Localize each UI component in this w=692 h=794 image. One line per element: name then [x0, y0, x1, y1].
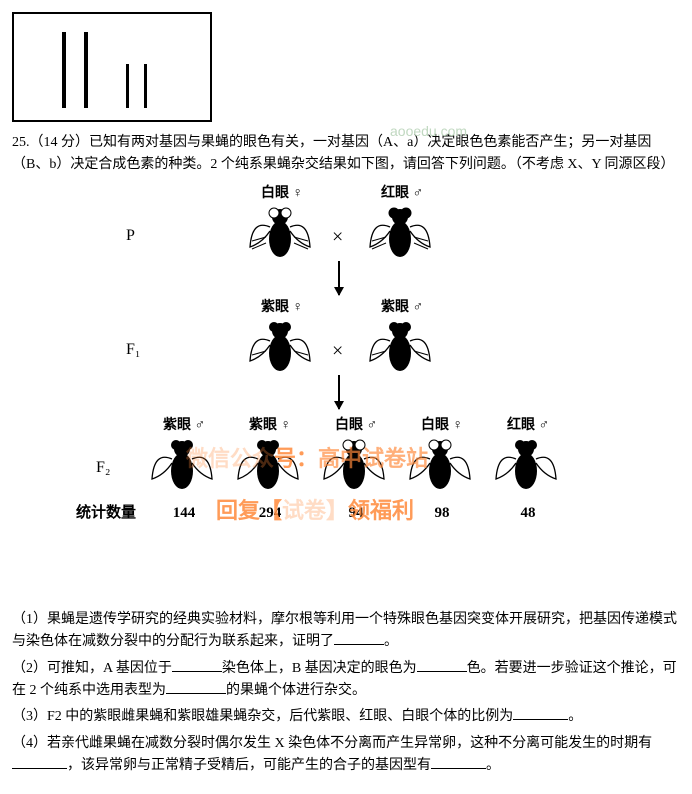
subq-3: （3）F2 中的紫眼雌果蝇和紫眼雄果蝇杂交，后代紫眼、红眼、白眼个体的比例为 。 — [12, 706, 680, 728]
wm1a: 微信公众 — [186, 446, 274, 471]
count-row-label: 统计数量 — [76, 501, 136, 525]
fly-f2-4 — [492, 435, 560, 490]
q2-b: 染色体上，B 基因决定的眼色为 — [222, 661, 417, 676]
wm2b: 试卷】 — [282, 498, 348, 523]
source-url: aooedu.com — [390, 120, 467, 142]
band-4 — [144, 64, 147, 108]
band-3 — [126, 64, 129, 108]
subq-1: （1）果蝇是遗传学研究的经典实验材料，摩尔根等利用一个特殊眼色基因突变体开展研究… — [12, 609, 680, 654]
wm1b: 号： — [274, 446, 318, 471]
blank-3 — [513, 706, 568, 720]
fly-f1-right — [366, 317, 434, 372]
question-stem: 25.（14 分）已知有两对基因与果蝇的眼色有关，一对基因（A、a）决定眼色色素… — [12, 132, 680, 177]
blank-4a — [12, 755, 67, 769]
arrow-p-f1 — [338, 261, 340, 295]
cnt-4: 48 — [498, 501, 558, 525]
subq-4: （4）若亲代雌果蝇在减数分裂时偶尔发生 X 染色体不分离而产生异常卵，这种不分离… — [12, 733, 680, 778]
blank-2b — [417, 658, 467, 672]
top-electrophoresis-box — [12, 12, 212, 122]
watermark-line1: 微信公众号：高中试卷站 — [186, 441, 428, 476]
wm2c: 领福利 — [348, 498, 414, 523]
band-1 — [62, 32, 66, 108]
q2-a: （2）可推知，A 基因位于 — [12, 661, 172, 676]
blank-2c — [166, 680, 226, 694]
cross-f1: × — [332, 335, 343, 367]
cnt-3: 98 — [412, 501, 472, 525]
arrow-f1-f2 — [338, 375, 340, 409]
blank-1 — [334, 631, 384, 645]
q3-a: （3）F2 中的紫眼雌果蝇和紫眼雄果蝇杂交，后代紫眼、红眼、白眼个体的比例为 — [12, 709, 513, 724]
watermark-line2: 回复【试卷】领福利 — [216, 493, 414, 528]
subq-2: （2）可推知，A 基因位于染色体上，B 基因决定的眼色为色。若要进一步验证这个推… — [12, 658, 680, 703]
blank-2a — [172, 658, 222, 672]
gen-p: P — [126, 223, 135, 249]
blank-4b — [431, 755, 486, 769]
gen-f1: F₁ — [126, 337, 140, 363]
q4-a: （4）若亲代雌果蝇在减数分裂时偶尔发生 X 染色体不分离而产生异常卵，这种不分离… — [12, 736, 652, 751]
cross-p: × — [332, 221, 343, 253]
q2-d: 的果蝇个体进行杂交。 — [226, 683, 366, 698]
q4-b: ，该异常卵与正常精子受精后，可能产生的合子的基因型有 — [67, 758, 431, 773]
q4-c: 。 — [486, 758, 500, 773]
cnt-0: 144 — [154, 501, 214, 525]
fly-p-left — [246, 203, 314, 258]
fly-f1-left — [246, 317, 314, 372]
q3-b: 。 — [568, 709, 582, 724]
band-2 — [84, 32, 88, 108]
wm1c: 高中试卷站 — [318, 446, 428, 471]
fly-p-right — [366, 203, 434, 258]
cross-diagram: 白眼 ♀ 红眼 ♂ P × 紫眼 ♀ 紫眼 ♂ F₁ × 紫眼 ♂ 紫眼 ♀ 白… — [66, 183, 626, 603]
q1-end: 。 — [384, 634, 398, 649]
gen-f2: F₂ — [96, 455, 110, 481]
wm2a: 回复【 — [216, 498, 282, 523]
